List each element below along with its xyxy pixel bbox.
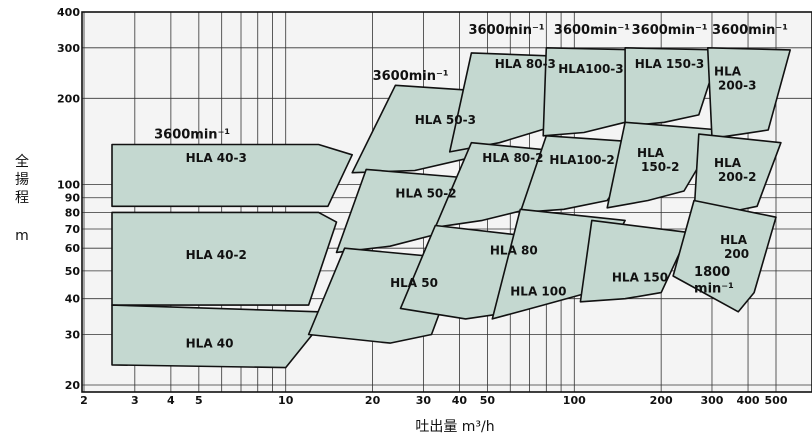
x-tick-label: 3 (131, 394, 139, 407)
region-label: HLA 200 (720, 233, 749, 261)
region-label: HLA 40 (186, 337, 234, 351)
y-tick-label: 90 (65, 192, 81, 205)
region-label: HLA 50-2 (395, 187, 456, 201)
y-tick-label: 40 (65, 293, 81, 306)
pump-region (672, 199, 777, 313)
region-label: HLA100-2 (549, 153, 614, 167)
x-tick-label: 500 (765, 394, 788, 407)
y-tick-label: 80 (65, 206, 81, 219)
x-tick-label: 10 (278, 394, 294, 407)
y-axis-unit: m (15, 228, 29, 244)
plot-frame (81, 11, 812, 393)
x-tick-label: 20 (365, 394, 381, 407)
pump-region (111, 143, 354, 208)
region-label: HLA 200-3 (714, 65, 756, 93)
x-tick-label: 300 (700, 394, 723, 407)
pump-region (706, 46, 792, 140)
region-label: HLA 40-2 (186, 248, 247, 262)
region-label: HLA 50 (390, 276, 438, 290)
region-label: HLA 80-2 (482, 151, 543, 165)
region-label: HLA 100 (510, 285, 566, 299)
y-tick-label: 60 (65, 242, 81, 255)
x-tick-label: 100 (563, 394, 586, 407)
speed-label: 3600min⁻¹ (554, 23, 630, 38)
speed-label: min⁻¹ (694, 282, 734, 297)
y-tick-label: 300 (57, 42, 80, 55)
speed-label: 3600min⁻¹ (154, 127, 230, 142)
y-tick-label: 30 (65, 329, 81, 342)
region-label: HLA 150-2 (637, 146, 679, 174)
region-label: HLA 80 (490, 244, 538, 258)
region-label: HLA 150-3 (635, 57, 705, 71)
x-tick-label: 200 (650, 394, 673, 407)
region-labels: HLA 40-3 HLA 40-2 HLA 40 HLA 50-3 HLA 50-2 HL… (186, 57, 757, 351)
pump-region (624, 46, 721, 127)
x-tick-labels: 2 3 4 5 10 20 30 40 50 100 200 300 400 500 (80, 394, 788, 407)
x-tick-label: 5 (195, 394, 203, 407)
speed-label: 3600min⁻¹ (632, 23, 708, 38)
speed-label: 3600min⁻¹ (712, 23, 788, 38)
y-tick-label: 200 (57, 92, 80, 105)
speed-label: 3600min⁻¹ (469, 23, 545, 38)
speed-label: 3600min⁻¹ (373, 69, 449, 84)
pump-region (606, 121, 721, 209)
pump-region (111, 304, 329, 369)
y-tick-label: 20 (65, 379, 81, 392)
speed-label: 1800 (694, 265, 730, 280)
y-tick-label: 50 (65, 265, 81, 278)
x-tick-label: 40 (452, 394, 468, 407)
region-label: HLA 200-2 (714, 156, 756, 184)
x-tick-label: 4 (167, 394, 175, 407)
y-axis-label-text: 全揚程 (15, 153, 29, 206)
y-tick-label: 100 (57, 179, 80, 192)
region-label: HLA 40-3 (186, 151, 247, 165)
x-axis-label: 吐出量 m³/h (415, 419, 494, 435)
x-tick-label: 2 (80, 394, 88, 407)
y-tick-label: 70 (65, 223, 81, 236)
pump-regions (111, 46, 792, 369)
region-label: HLA 50-3 (415, 113, 476, 127)
region-label: HLA100-3 (558, 62, 623, 76)
x-tick-label: 30 (416, 394, 432, 407)
y-tick-label: 400 (57, 6, 80, 19)
pump-region (579, 219, 690, 303)
x-tick-label: 400 (737, 394, 760, 407)
region-label: HLA 80-3 (495, 57, 556, 71)
x-tick-label: 50 (480, 394, 496, 407)
pump-region (111, 211, 338, 306)
region-label: HLA 150 (612, 270, 668, 284)
y-axis-label: 全揚程 m (15, 153, 29, 244)
